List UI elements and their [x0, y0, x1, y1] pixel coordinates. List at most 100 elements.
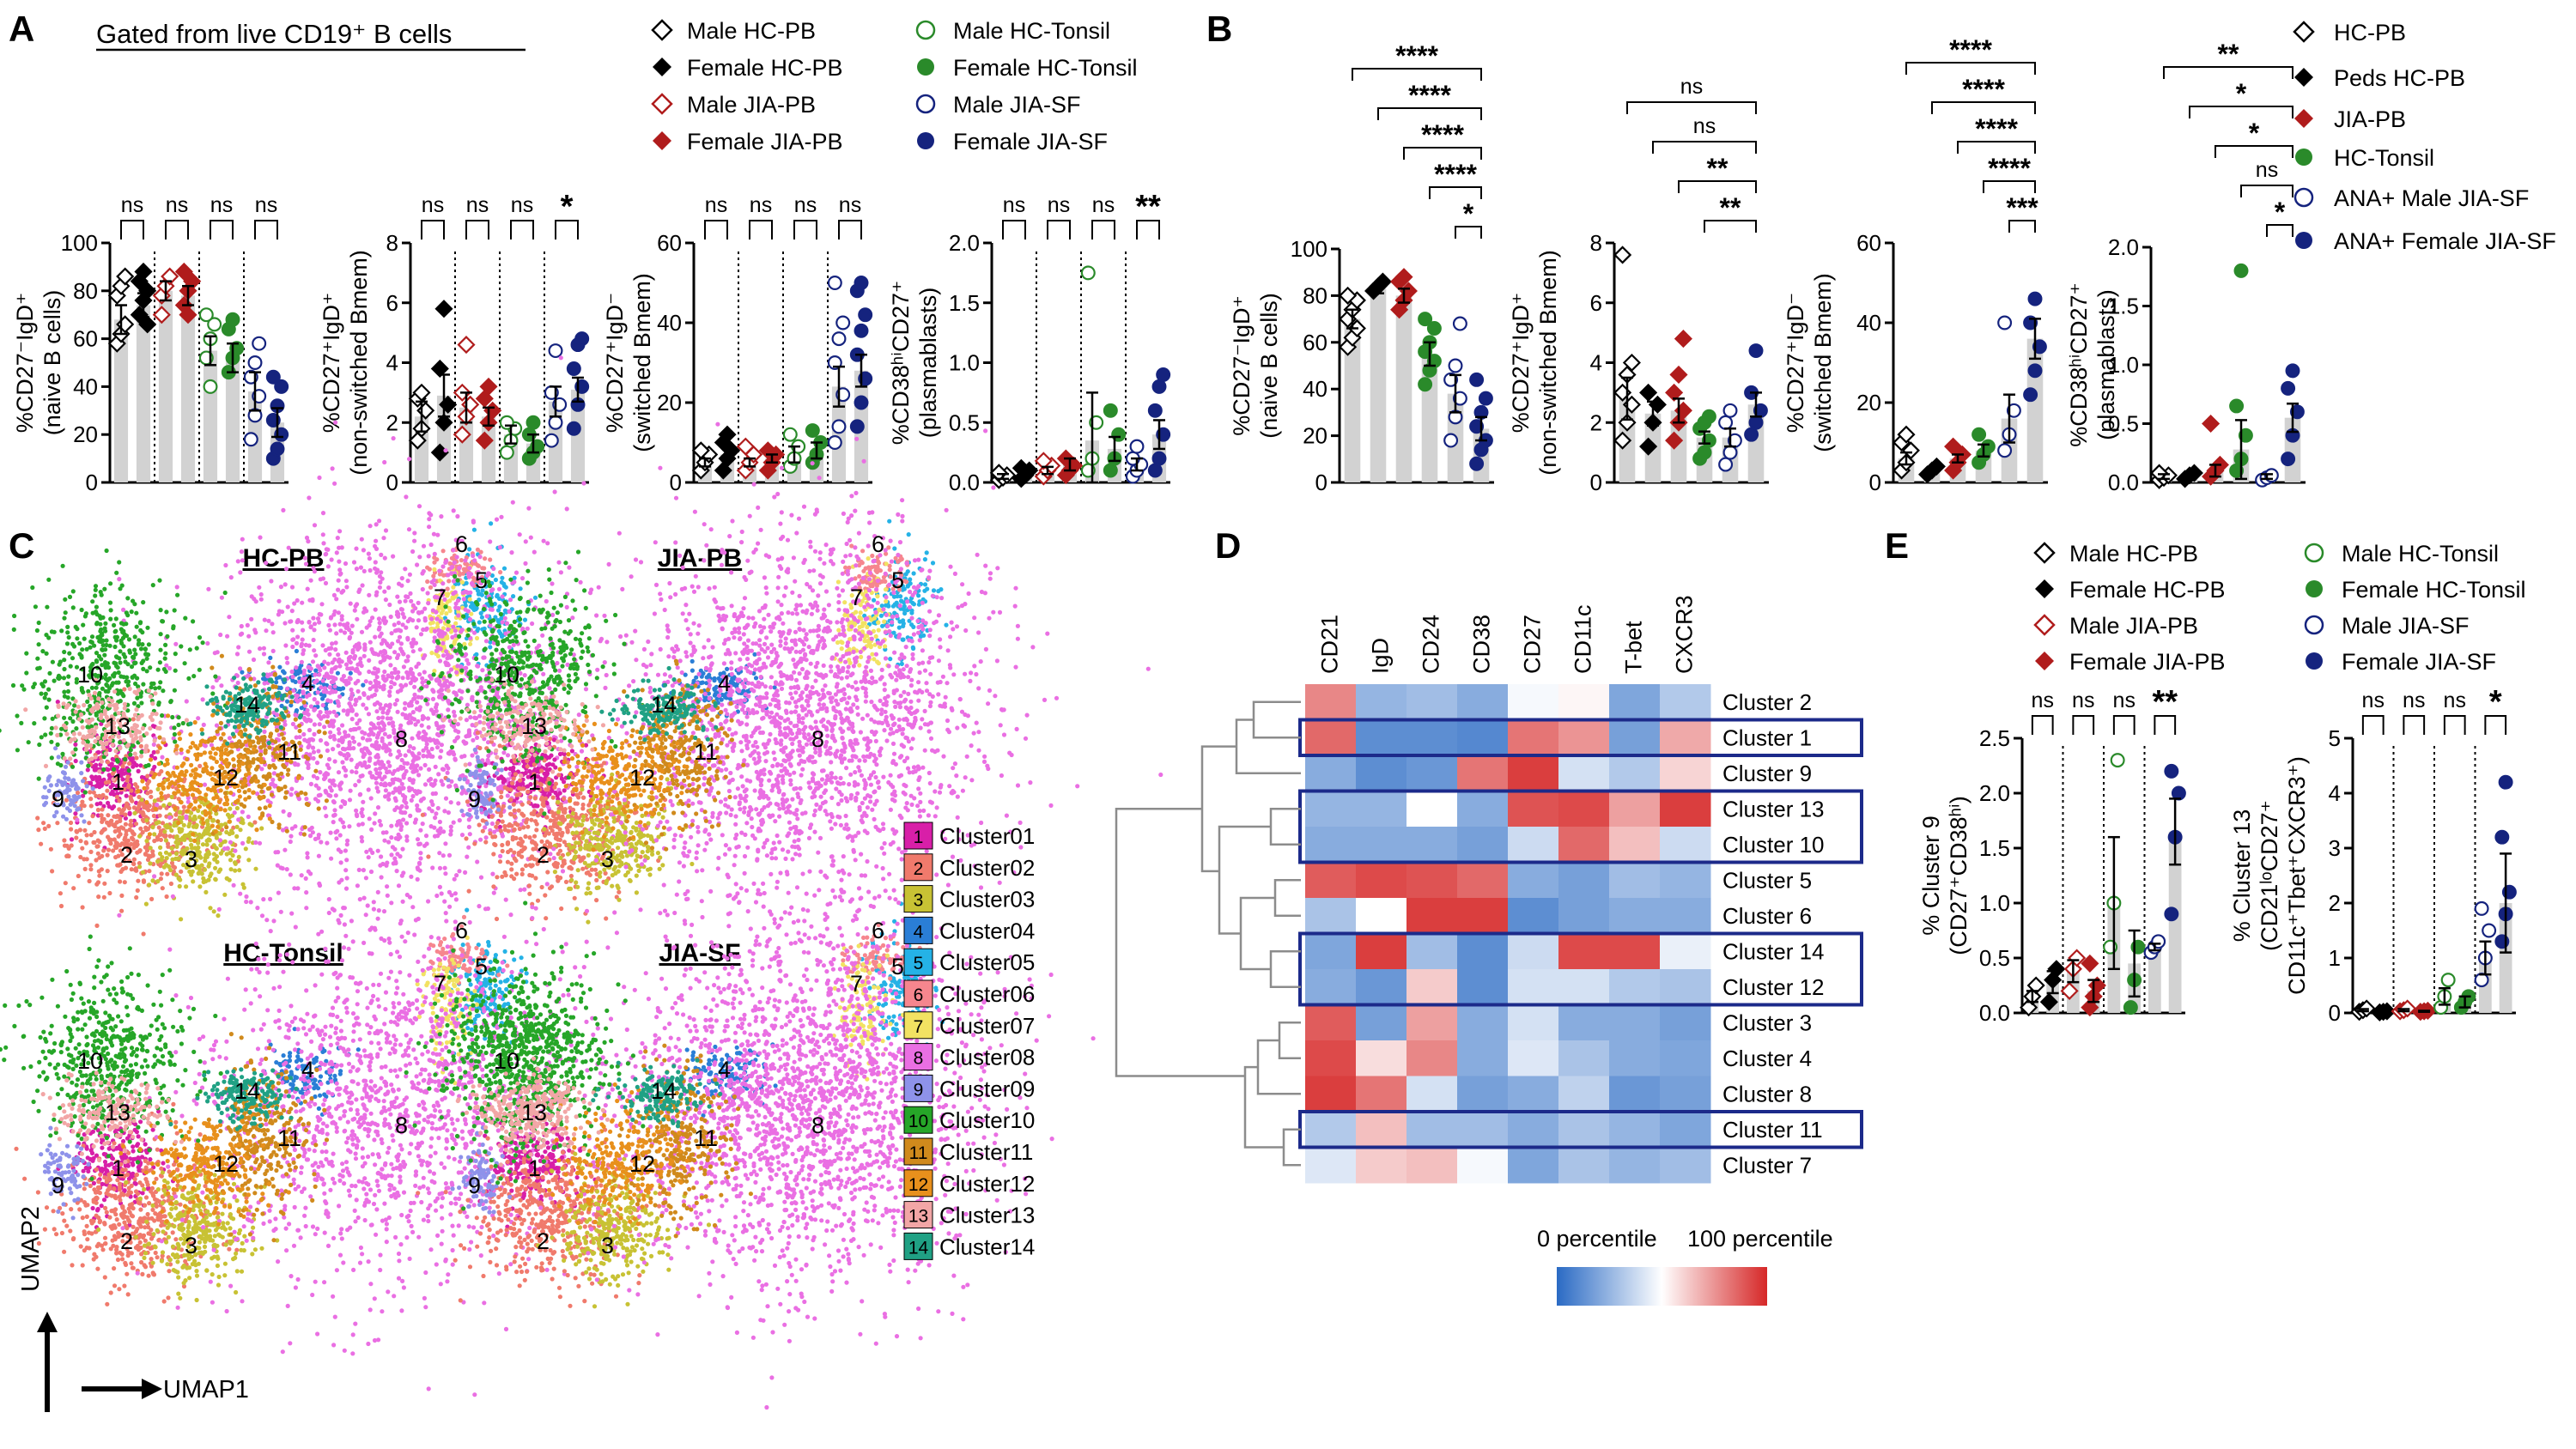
umap-point: [426, 724, 431, 730]
open-circle-marker: [2293, 187, 2314, 208]
umap-point: [163, 651, 168, 656]
umap-point: [251, 657, 257, 663]
data-point: [412, 383, 431, 402]
umap-point: [317, 620, 322, 625]
umap-point: [222, 892, 228, 897]
umap-point: [165, 634, 170, 640]
umap-point: [173, 641, 179, 646]
umap-point: [408, 681, 413, 686]
umap-point: [325, 748, 330, 754]
umap-point: [483, 556, 488, 561]
umap-point: [447, 609, 453, 614]
umap-point: [137, 794, 142, 800]
umap-point: [270, 648, 276, 654]
umap-point: [367, 592, 372, 597]
umap-point: [208, 906, 213, 911]
umap-point: [170, 894, 175, 899]
umap-point: [211, 843, 216, 848]
umap-point: [63, 597, 68, 602]
umap-point: [46, 687, 52, 692]
umap-point: [149, 853, 154, 858]
umap-point: [662, 672, 668, 677]
umap-point: [81, 779, 86, 784]
umap-point: [426, 601, 431, 606]
umap-point: [385, 893, 390, 898]
umap-point: [452, 640, 458, 645]
umap-point: [108, 841, 113, 846]
y-axis-label: (switched Bmem): [1810, 273, 1836, 452]
data-point: [2023, 387, 2038, 403]
y-axis-label: (CD27⁺CD38ʰⁱ): [1946, 796, 1971, 955]
umap-point: [370, 670, 375, 676]
significance-label: ns: [2113, 688, 2136, 712]
umap-point: [151, 749, 156, 755]
umap-point: [106, 760, 111, 765]
umap-point: [58, 903, 64, 909]
umap-point: [332, 657, 337, 662]
umap-point: [78, 839, 83, 844]
data-point: [2440, 973, 2456, 988]
open-diamond-marker: [651, 19, 673, 41]
umap-point: [184, 884, 189, 889]
umap-point: [437, 658, 443, 664]
umap-point: [164, 822, 169, 828]
umap-point: [236, 854, 241, 860]
umap-point: [470, 753, 475, 758]
umap-point: [410, 672, 415, 677]
umap-point: [52, 814, 57, 819]
umap-point: [443, 871, 448, 876]
data-point: [116, 267, 135, 286]
umap-point: [459, 558, 465, 563]
umap-axes: UMAP2 UMAP1: [17, 1206, 249, 1412]
umap-point: [420, 713, 425, 718]
umap-point: [430, 688, 435, 693]
chart-e1: 0.00.51.01.52.02.5% Cluster 9 (CD27⁺CD38ʰ…: [1918, 684, 2186, 1026]
data-point: [2202, 414, 2221, 433]
umap-point: [67, 594, 73, 600]
umap-point: [333, 793, 338, 798]
data-point: [1669, 365, 1688, 385]
umap-point: [327, 685, 332, 690]
data-point: [526, 415, 541, 430]
y-axis-label: (plasmablasts): [2093, 289, 2119, 440]
umap-point: [88, 833, 94, 838]
umap-point: [173, 851, 179, 857]
bar: [1670, 410, 1687, 482]
umap-point: [334, 713, 339, 718]
open-diamond-marker: [2033, 614, 2056, 636]
umap-point: [134, 755, 139, 761]
umap-point: [389, 823, 394, 828]
umap-point: [346, 627, 352, 633]
umap-point: [450, 682, 456, 688]
umap-point: [399, 607, 404, 612]
umap-point: [407, 701, 412, 706]
significance-bracket: [2072, 715, 2095, 735]
umap-point: [505, 753, 511, 758]
data-point: [805, 423, 820, 439]
umap-point: [179, 837, 184, 842]
y-tick-label: 1: [2329, 945, 2341, 971]
umap-point: [216, 869, 222, 875]
umap-point: [361, 702, 366, 707]
umap-point: [201, 722, 206, 728]
umap-point: [338, 912, 343, 918]
umap-point: [95, 807, 100, 813]
umap-point: [420, 822, 425, 827]
umap-point: [105, 852, 110, 858]
umap-point: [361, 691, 367, 696]
umap-point: [265, 798, 270, 803]
umap-point: [156, 702, 161, 707]
umap-point: [364, 765, 369, 770]
umap-point: [439, 749, 444, 754]
umap-point: [416, 731, 422, 736]
umap-point: [100, 853, 105, 859]
legend-a-label: Male JIA-PB: [687, 92, 816, 118]
umap-point: [367, 732, 372, 737]
umap-point: [418, 766, 423, 771]
umap-point: [148, 665, 153, 670]
umap-point: [560, 869, 566, 874]
umap-point: [368, 755, 373, 761]
umap-point: [448, 800, 453, 805]
umap-point: [191, 674, 197, 679]
